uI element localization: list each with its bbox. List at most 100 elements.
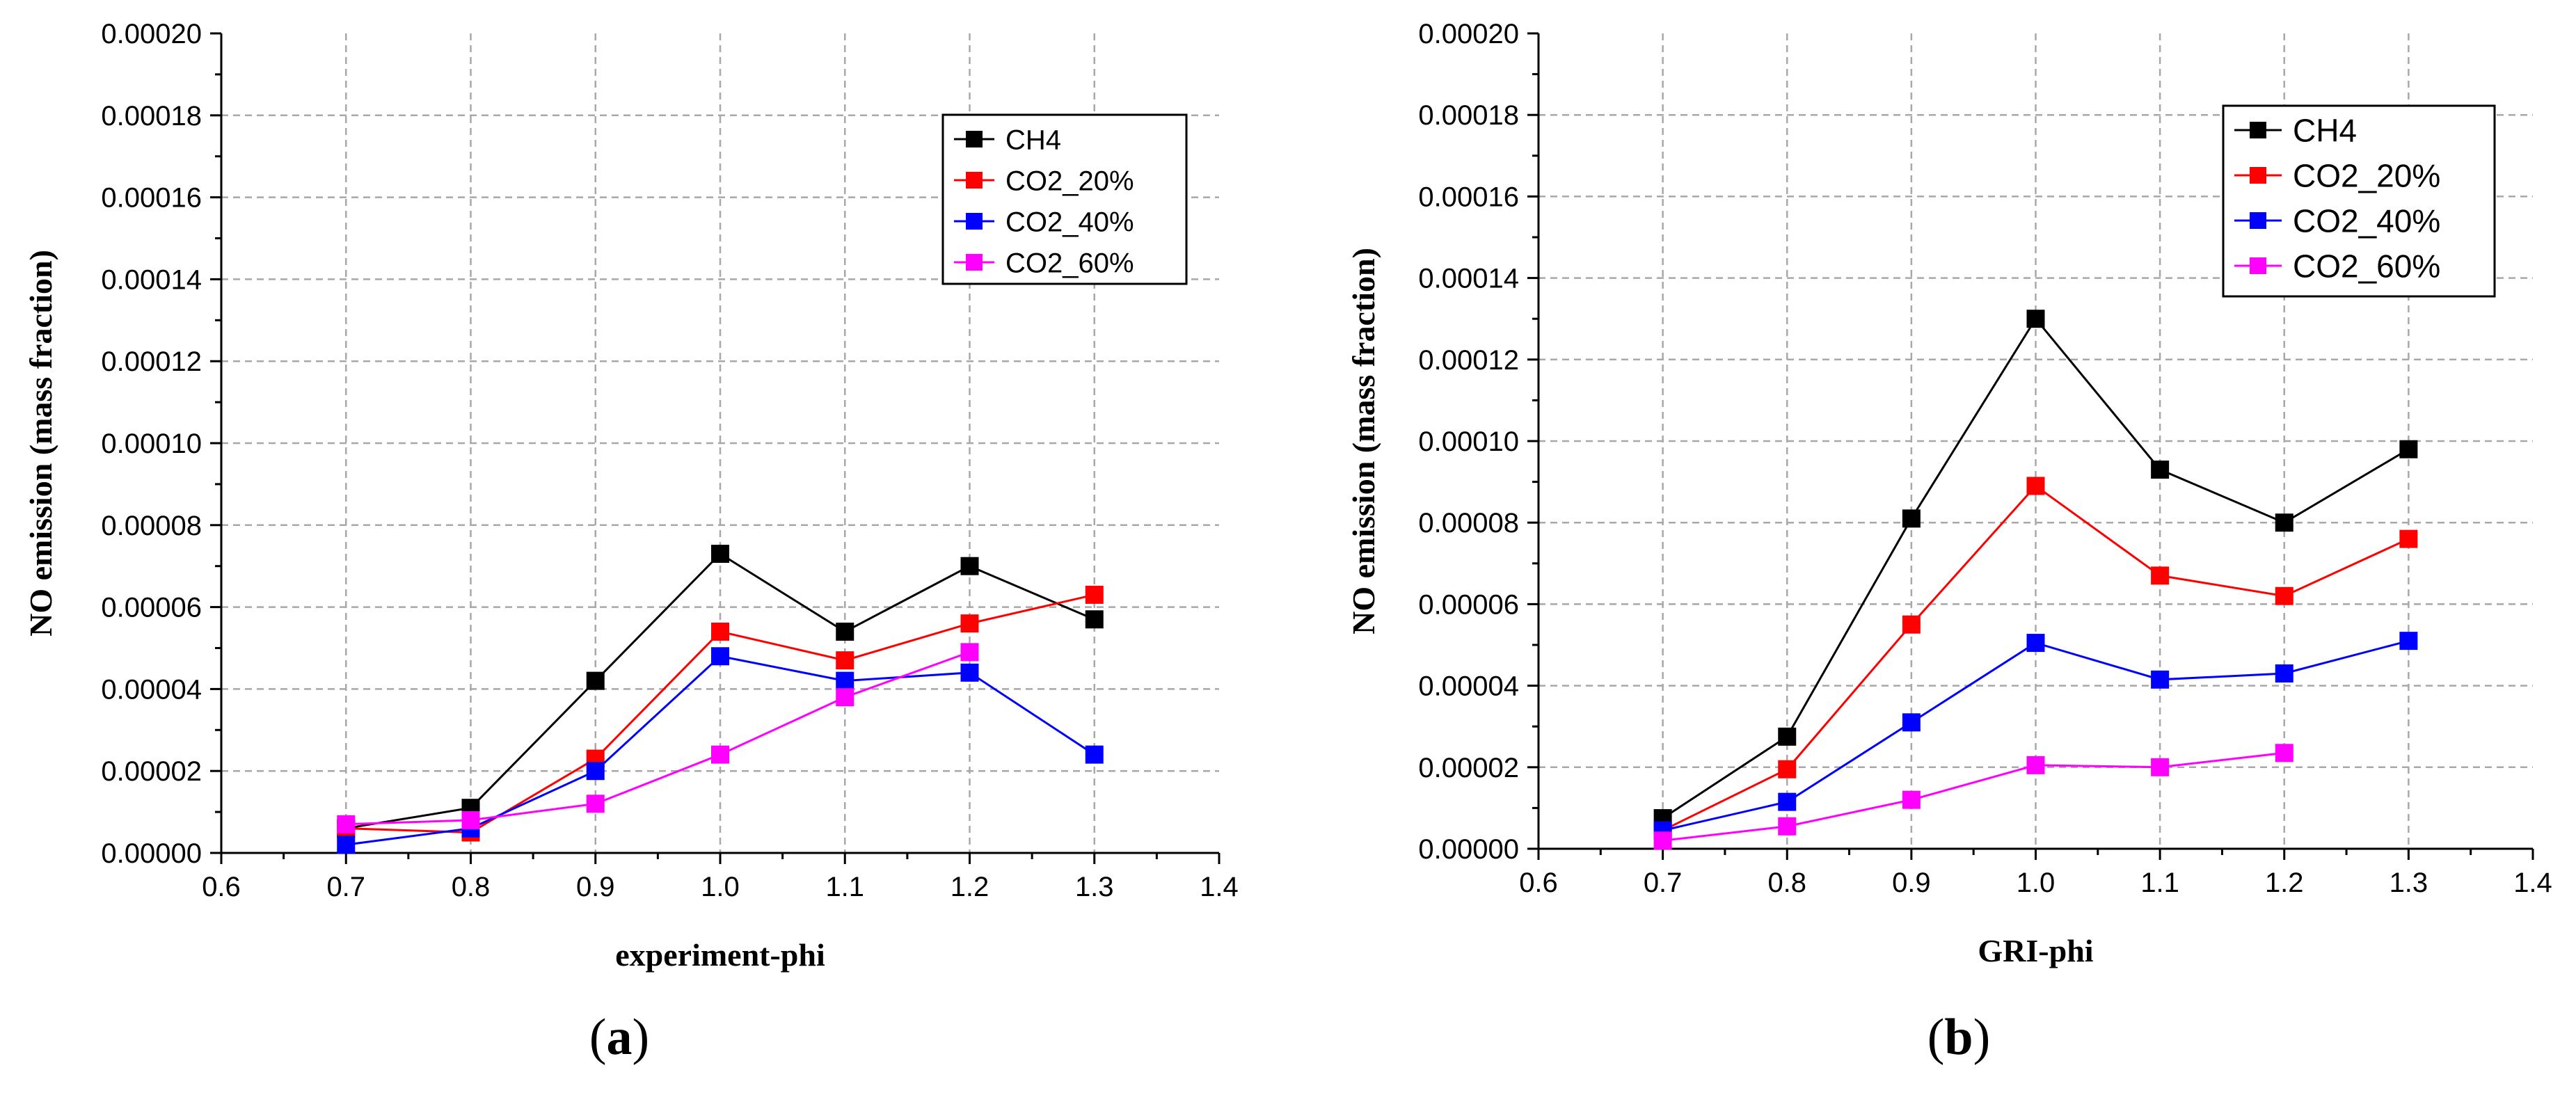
- legend-box: [2222, 104, 2496, 298]
- data-point: [461, 810, 480, 829]
- y-tick-label: 0.00014: [101, 264, 202, 295]
- x-tick-label: 0.7: [1644, 868, 1683, 898]
- y-tick-label: 0.00016: [1418, 182, 1519, 212]
- y-tick-label: 0.00006: [1418, 589, 1519, 620]
- data-point: [1085, 745, 1104, 764]
- y-tick-label: 0.00014: [1418, 264, 1519, 294]
- data-point: [1902, 615, 1921, 634]
- data-point: [2275, 664, 2293, 683]
- y-tick-label: 0.00016: [101, 183, 202, 214]
- data-point: [1778, 792, 1797, 811]
- x-tick-label: 0.8: [1767, 868, 1806, 898]
- panel-caption: (b): [1927, 1009, 1990, 1066]
- data-point: [2026, 756, 2045, 774]
- data-point: [1778, 817, 1797, 836]
- x-tick-label: 1.3: [1075, 872, 1114, 902]
- data-point: [2026, 477, 2045, 495]
- data-point: [2026, 310, 2045, 328]
- y-tick-label: 0.00020: [1418, 19, 1519, 49]
- x-tick-label: 1.4: [2513, 868, 2552, 898]
- data-point: [1778, 760, 1797, 778]
- x-tick-label: 1.0: [701, 872, 740, 902]
- data-point: [836, 622, 854, 641]
- data-point: [960, 643, 979, 662]
- data-point: [1778, 727, 1797, 746]
- y-tick-label: 0.00008: [1418, 508, 1519, 538]
- data-point: [836, 651, 854, 670]
- x-tick-label: 0.6: [202, 872, 241, 902]
- legend-label: CO2_40%: [1005, 207, 1134, 237]
- series-co2-60-: [337, 643, 979, 833]
- y-tick-label: 0.00010: [1418, 426, 1519, 457]
- legend-swatch-marker: [966, 213, 983, 230]
- y-tick-label: 0.00008: [101, 511, 202, 541]
- y-tick-label: 0.00018: [1418, 100, 1519, 131]
- panel-caption: (a): [589, 1009, 649, 1066]
- data-point: [1653, 831, 1672, 850]
- legend-swatch-marker: [966, 254, 983, 271]
- data-point: [2399, 632, 2418, 650]
- data-point: [960, 614, 979, 633]
- legend-swatch-marker: [2250, 257, 2266, 274]
- data-point: [2399, 529, 2418, 548]
- data-point: [711, 745, 729, 764]
- data-point: [960, 663, 979, 682]
- x-axis-title: experiment-phi: [615, 937, 825, 973]
- data-point: [2275, 513, 2293, 532]
- data-point: [960, 557, 979, 575]
- x-tick-label: 0.9: [576, 872, 615, 902]
- y-axis-title: NO emission (mass fraction): [23, 250, 58, 637]
- chart-panel-a: 0.6 0.7 0.8 0.9 1.0 1.1 1.2 1.3 1.4 0.00000 0.0000…: [23, 19, 1239, 1066]
- legend-swatch-marker: [2250, 122, 2266, 138]
- data-point: [1902, 509, 1921, 528]
- series-co2-60-: [1653, 744, 2293, 850]
- y-tick-label: 0.00020: [101, 19, 202, 49]
- data-point: [711, 545, 729, 564]
- data-point: [711, 622, 729, 641]
- legend-label: CH4: [1005, 125, 1061, 155]
- legend-swatch-marker: [2250, 167, 2266, 184]
- y-axis-title: NO emission (mass fraction): [1346, 248, 1381, 634]
- data-point: [586, 794, 605, 813]
- data-point: [586, 762, 605, 781]
- x-tick-label: 1.4: [1200, 872, 1239, 902]
- data-point: [2151, 758, 2170, 776]
- y-tick-label: 0.00010: [101, 429, 202, 459]
- data-point: [2399, 440, 2418, 458]
- legend-box: [941, 113, 1188, 285]
- y-tick-label: 0.00002: [1418, 753, 1519, 783]
- x-tick-label: 1.2: [2265, 868, 2304, 898]
- data-point: [711, 647, 729, 666]
- data-point: [836, 688, 854, 707]
- x-tick-label: 1.2: [951, 872, 989, 902]
- legend-swatch-marker: [966, 172, 983, 189]
- x-tick-label: 1.3: [2390, 868, 2428, 898]
- x-tick-label: 1.1: [2140, 868, 2179, 898]
- y-tick-label: 0.00000: [1418, 834, 1519, 865]
- data-point: [2151, 566, 2170, 585]
- panel-letter: b: [1944, 1009, 1973, 1066]
- x-tick-label: 0.9: [1892, 868, 1931, 898]
- legend-swatch-marker: [2250, 212, 2266, 229]
- legend: CH4 CO2_20% CO2_40% CO2_60%: [941, 113, 1188, 285]
- x-tick-label: 1.1: [825, 872, 864, 902]
- data-point: [2151, 461, 2170, 479]
- data-point: [2026, 634, 2045, 653]
- data-point: [1085, 585, 1104, 604]
- legend: CH4 CO2_20% CO2_40% CO2_60%: [2222, 104, 2496, 298]
- data-point: [586, 671, 605, 690]
- x-axis-title: GRI-phi: [1978, 933, 2093, 968]
- data-point: [2275, 744, 2293, 762]
- x-tick-label: 1.0: [2017, 868, 2056, 898]
- data-point: [1085, 610, 1104, 629]
- data-point: [1902, 790, 1921, 809]
- x-tick-label: 0.6: [1519, 868, 1558, 898]
- legend-label: CO2_20%: [1005, 166, 1134, 196]
- series-co2-40-: [1653, 632, 2418, 840]
- y-tick-label: 0.00002: [101, 756, 202, 787]
- legend-label: CO2_20%: [2293, 158, 2440, 194]
- y-tick-label: 0.00012: [101, 346, 202, 377]
- legend-label: CO2_60%: [2293, 248, 2440, 285]
- y-tick-label: 0.00006: [101, 593, 202, 623]
